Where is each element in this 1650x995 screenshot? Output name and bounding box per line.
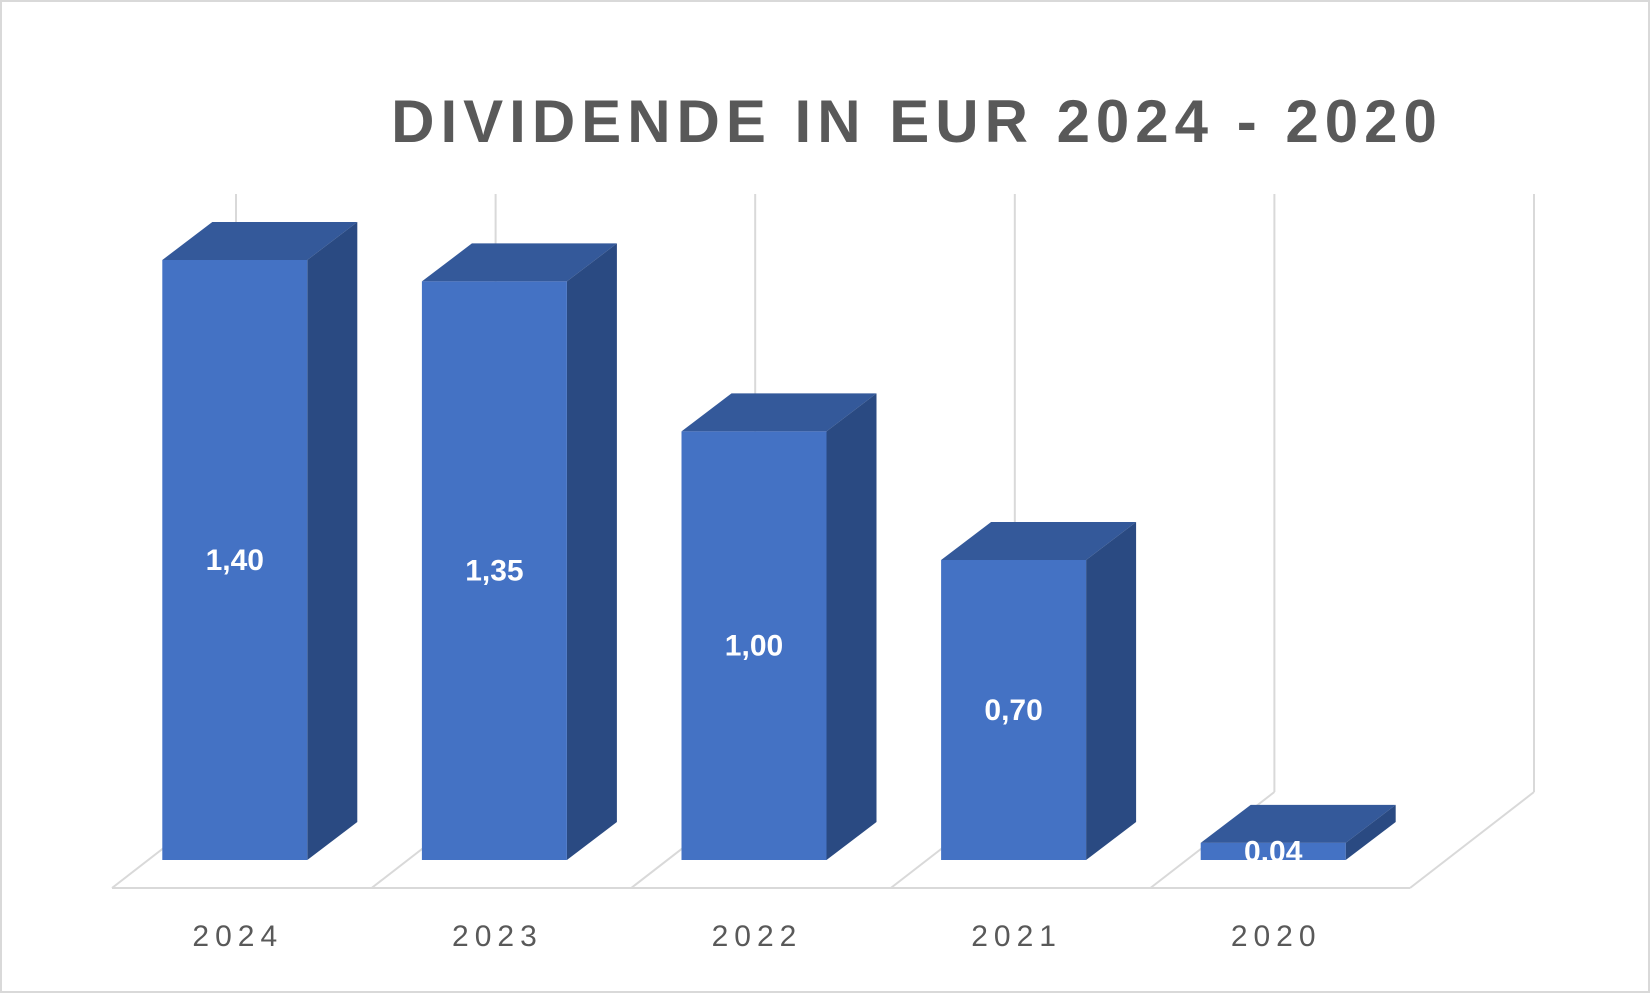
bar-top-2023 <box>421 243 617 282</box>
floor-divider <box>1409 791 1535 889</box>
bar-side-2022 <box>826 393 877 860</box>
x-tick-2020: 2020 <box>1231 920 1322 953</box>
data-label-2022: 1,00 <box>725 630 783 663</box>
bar-top-2020 <box>1200 804 1396 843</box>
data-label-2021: 0,70 <box>984 694 1042 727</box>
chart-title: DIVIDENDE IN EUR 2024 - 2020 <box>391 88 1443 155</box>
bar-side-2024 <box>307 222 358 860</box>
bar-2021 <box>941 560 1087 860</box>
bar-top-2021 <box>941 522 1137 560</box>
bar-top-2024 <box>162 222 358 260</box>
bar-2020 <box>1200 842 1346 860</box>
bars <box>162 222 1396 860</box>
bar-side-2023 <box>566 243 617 860</box>
bar-2022 <box>681 431 827 860</box>
x-tick-2022: 2022 <box>712 920 803 953</box>
bar-2023 <box>421 281 567 860</box>
x-tick-2023: 2023 <box>452 920 543 953</box>
data-label-2024: 1,40 <box>206 544 264 577</box>
bar-top-2022 <box>681 393 877 432</box>
bar-side-2020 <box>1345 804 1396 860</box>
bar-side-2021 <box>1086 522 1137 860</box>
bar-2024 <box>162 260 308 860</box>
data-labels: 1,40 1,35 1,00 0,70 0,04 <box>206 544 1303 868</box>
x-tick-2021: 2021 <box>971 920 1062 953</box>
data-label-2020: 0,04 <box>1244 835 1303 868</box>
data-label-2023: 1,35 <box>465 555 523 588</box>
x-tick-2024: 2024 <box>192 920 283 953</box>
x-axis-ticks: 2024 2023 2022 2021 2020 <box>192 920 1322 953</box>
